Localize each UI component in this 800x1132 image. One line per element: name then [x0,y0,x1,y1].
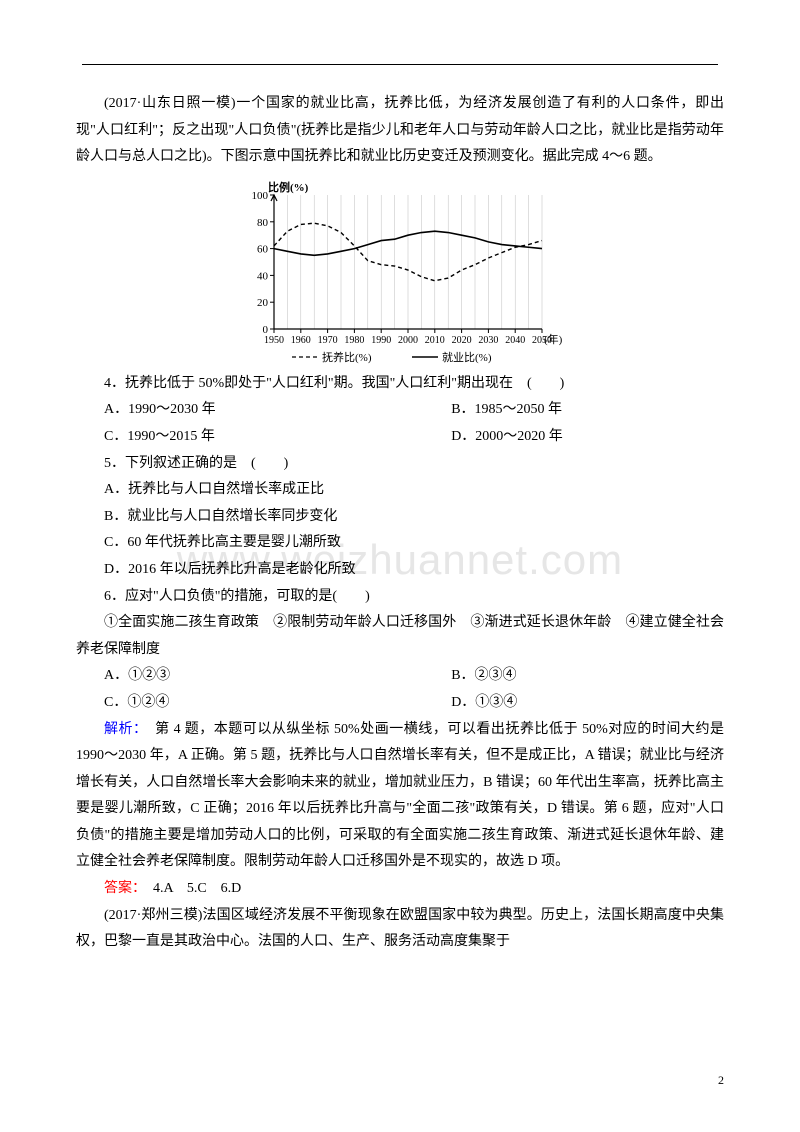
top-rule [82,64,718,65]
q5-stem: 5．下列叙述正确的是 ( ) [76,451,724,478]
q6-stem: 6．应对"人口负债"的措施，可取的是( ) [76,584,724,611]
chart-container: 0204060801001950196019701980199020002010… [76,177,724,367]
analysis-text: 第 4 题，本题可以从纵坐标 50%处画一横线，可以看出抚养比低于 50%对应的… [76,722,724,870]
q6-opt-b: B．②③④ [451,663,724,690]
q4-opt-c: C．1990～2015 年 [104,424,451,451]
svg-text:1990: 1990 [371,335,391,346]
q4-row2: C．1990～2015 年 D．2000～2020 年 [76,424,724,451]
svg-text:1960: 1960 [291,335,311,346]
q5-opt-c: C．60 年代抚养比高主要是婴儿潮所致 [76,530,724,557]
next-intro-paragraph: (2017·郑州三模)法国区域经济发展不平衡现象在欧盟国家中较为典型。历史上，法… [76,903,724,956]
q6-opt-c: C．①②④ [104,690,451,717]
svg-text:比例(%): 比例(%) [268,180,309,194]
page-content: (2017·山东日照一模)一个国家的就业比高，抚养比低，为经济发展创造了有利的人… [76,64,724,956]
answer-paragraph: 答案： 4.A 5.C 6.D [76,876,724,903]
svg-text:2030: 2030 [478,335,498,346]
svg-text:100: 100 [252,190,269,202]
svg-text:2000: 2000 [398,335,418,346]
answer-label: 答案： [104,881,139,896]
intro-paragraph: (2017·山东日照一模)一个国家的就业比高，抚养比低，为经济发展创造了有利的人… [76,91,724,171]
q4-opt-d: D．2000～2020 年 [451,424,724,451]
q5-opt-b: B．就业比与人口自然增长率同步变化 [76,504,724,531]
svg-text:2010: 2010 [425,335,445,346]
q4-row1: A．1990～2030 年 B．1985～2050 年 [76,397,724,424]
svg-text:(年): (年) [544,332,563,346]
svg-text:20: 20 [257,297,269,309]
q5-opt-d: D．2016 年以后抚养比升高是老龄化所致 [76,557,724,584]
analysis-paragraph: 解析： 第 4 题，本题可以从纵坐标 50%处画一横线，可以看出抚养比低于 50… [76,717,724,877]
analysis-label: 解析： [104,722,141,737]
q5-opt-a: A．抚养比与人口自然增长率成正比 [76,477,724,504]
q6-row2: C．①②④ D．①③④ [76,690,724,717]
svg-text:1950: 1950 [264,335,284,346]
svg-text:1970: 1970 [318,335,338,346]
q6-row1: A．①②③ B．②③④ [76,663,724,690]
svg-text:60: 60 [257,243,269,255]
page-number: 2 [718,1069,724,1092]
svg-text:40: 40 [257,270,269,282]
q4-stem: 4．抚养比低于 50%即处于"人口红利"期。我国"人口红利"期出现在 ( ) [76,371,724,398]
svg-text:1980: 1980 [344,335,364,346]
q4-opt-b: B．1985～2050 年 [451,397,724,424]
svg-text:抚养比(%): 抚养比(%) [322,350,372,364]
q6-opt-d: D．①③④ [451,690,724,717]
svg-text:2020: 2020 [452,335,472,346]
svg-text:就业比(%): 就业比(%) [442,350,492,364]
q6-options-list: ①全面实施二孩生育政策 ②限制劳动年龄人口迁移国外 ③渐进式延长退休年龄 ④建立… [76,610,724,663]
svg-text:2040: 2040 [505,335,525,346]
answer-text: 4.A 5.C 6.D [139,881,241,896]
svg-text:80: 80 [257,217,269,229]
dependency-employment-chart: 0204060801001950196019701980199020002010… [230,177,570,367]
q6-opt-a: A．①②③ [104,663,451,690]
q4-opt-a: A．1990～2030 年 [104,397,451,424]
